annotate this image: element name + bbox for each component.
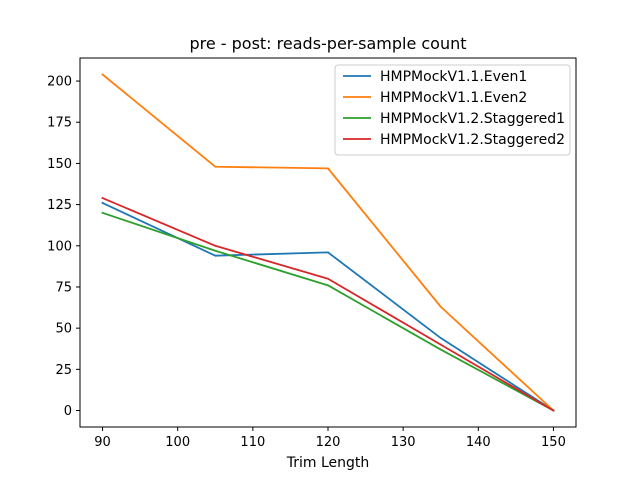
y-tick-label: 0 — [64, 404, 72, 419]
x-tick-label: 100 — [165, 435, 190, 450]
data-point — [327, 284, 329, 287]
y-tick-label: 75 — [55, 280, 72, 295]
data-point — [327, 277, 329, 280]
y-tick-label: 125 — [47, 198, 72, 213]
x-tick-label: 120 — [316, 435, 341, 450]
chart-title: pre - post: reads-per-sample count — [189, 34, 466, 53]
data-point — [101, 73, 104, 76]
data-point — [101, 211, 104, 214]
legend-label: HMPMockV1.1.Even1 — [380, 69, 527, 85]
y-tick-label: 25 — [55, 363, 72, 378]
x-tick-label: 90 — [94, 435, 111, 450]
data-point — [214, 244, 217, 247]
data-point — [439, 343, 442, 346]
y-axis: 0 25 50 75 100 125 150 175 200 — [47, 75, 80, 419]
data-point — [327, 251, 329, 254]
data-point — [439, 337, 442, 339]
legend-label: HMPMockV1.2.Staggered1 — [380, 111, 565, 127]
legend-box — [334, 64, 571, 156]
data-point — [214, 249, 217, 252]
data-point — [214, 254, 217, 257]
data-point — [214, 165, 217, 168]
data-point — [101, 202, 104, 204]
x-axis-label: Trim Length — [286, 455, 370, 471]
legend: HMPMockV1.1.Even1 HMPMockV1.1.Even2 HMPMoc… — [334, 64, 571, 156]
y-tick-label: 200 — [47, 75, 72, 90]
y-tick-label: 100 — [47, 239, 72, 254]
y-tick-label: 50 — [55, 322, 72, 337]
data-point — [327, 167, 329, 170]
data-point — [439, 348, 442, 351]
x-axis: 90 100 110 120 130 140 150 — [94, 427, 566, 450]
x-tick-label: 130 — [391, 435, 416, 450]
x-tick-label: 110 — [240, 435, 265, 450]
data-point — [101, 197, 104, 199]
x-tick-label: 140 — [466, 435, 491, 450]
series-lines — [101, 73, 555, 412]
y-tick-label: 175 — [47, 116, 72, 131]
legend-label: HMPMockV1.2.Staggered2 — [380, 132, 565, 148]
y-tick-label: 150 — [47, 157, 72, 172]
legend-label: HMPMockV1.1.Even2 — [380, 90, 527, 106]
data-point — [439, 305, 442, 308]
data-point — [552, 409, 555, 412]
x-tick-label: 150 — [541, 435, 566, 450]
